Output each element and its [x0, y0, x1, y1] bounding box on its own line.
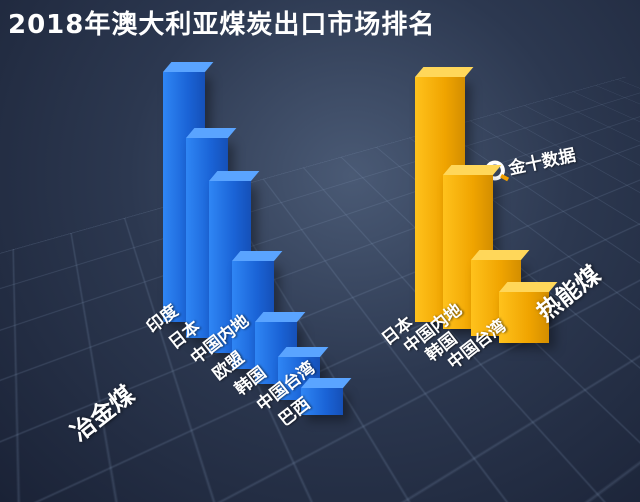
- bar-top: [186, 127, 237, 138]
- bar-top: [232, 251, 283, 261]
- bar-top: [163, 62, 214, 72]
- bar-top: [443, 164, 502, 175]
- bar-中国台湾: [499, 281, 558, 343]
- bar-top: [471, 250, 530, 261]
- bar-巴西: [301, 377, 352, 415]
- chart-title: 2018年澳大利亚煤炭出口市场排名: [8, 10, 436, 40]
- bar-top: [255, 311, 306, 322]
- bar-top: [209, 170, 260, 181]
- bar-top: [415, 67, 474, 77]
